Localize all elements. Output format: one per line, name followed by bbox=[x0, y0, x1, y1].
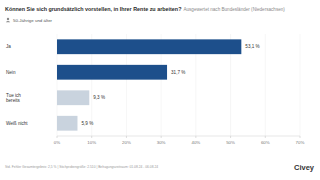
tick-mark bbox=[230, 136, 231, 138]
category-label-line: Tue ich bbox=[6, 93, 21, 98]
category-label: Nein bbox=[6, 70, 16, 75]
bar bbox=[57, 116, 77, 131]
title: Können Sie sich grundsätzlich vorstellen… bbox=[5, 6, 181, 12]
tick-label: 0% bbox=[54, 140, 60, 145]
data-label: 31,7 % bbox=[171, 70, 185, 75]
tick-label: 60% bbox=[261, 140, 270, 145]
tick-label: 40% bbox=[191, 140, 200, 145]
chart: Können Sie sich grundsätzlich vorstellen… bbox=[0, 0, 320, 180]
tick-mark bbox=[57, 136, 58, 138]
category-label: Weiß nicht bbox=[6, 121, 28, 126]
x-axis bbox=[57, 136, 300, 137]
tick-label: 20% bbox=[122, 140, 131, 145]
tick-mark bbox=[161, 136, 162, 138]
bar bbox=[57, 39, 241, 54]
tick-label: 50% bbox=[226, 140, 235, 145]
tick-label: 70% bbox=[296, 140, 305, 145]
logo: Civey bbox=[294, 163, 315, 172]
category-label: Ja bbox=[6, 44, 11, 49]
data-label: 5,9 % bbox=[81, 121, 93, 126]
filter-icon bbox=[7, 18, 9, 20]
background bbox=[0, 0, 320, 180]
data-label: 9,3 % bbox=[93, 95, 105, 100]
tick-mark bbox=[195, 136, 196, 138]
filter-icon bbox=[6, 21, 10, 22]
tick-mark bbox=[300, 136, 301, 138]
category-label-line: Nein bbox=[6, 70, 16, 75]
tick-label: 30% bbox=[157, 140, 166, 145]
tick-mark bbox=[91, 136, 92, 138]
filter-label: 50-Jährige und älter bbox=[13, 18, 53, 23]
bar bbox=[57, 90, 89, 105]
bar bbox=[57, 65, 167, 80]
bars bbox=[57, 39, 241, 130]
footer: Std. Fehler Gesamtergebnis: 2,5 % | Stic… bbox=[5, 165, 158, 169]
title-line: Können Sie sich grundsätzlich vorstellen… bbox=[5, 6, 285, 12]
category-label: Tue ichbereits bbox=[6, 93, 21, 104]
category-label-line: bereits bbox=[6, 98, 20, 103]
data-label: 53,1 % bbox=[245, 44, 259, 49]
category-label-line: Weiß nicht bbox=[6, 121, 28, 126]
tick-label: 10% bbox=[87, 140, 96, 145]
grid-line bbox=[265, 34, 266, 136]
tick-mark bbox=[126, 136, 127, 138]
category-label-line: Ja bbox=[6, 44, 11, 49]
tick-mark bbox=[265, 136, 266, 138]
grid-line bbox=[300, 34, 301, 136]
subtitle: Ausgewertet nach Bundesländer (Niedersac… bbox=[183, 7, 285, 12]
